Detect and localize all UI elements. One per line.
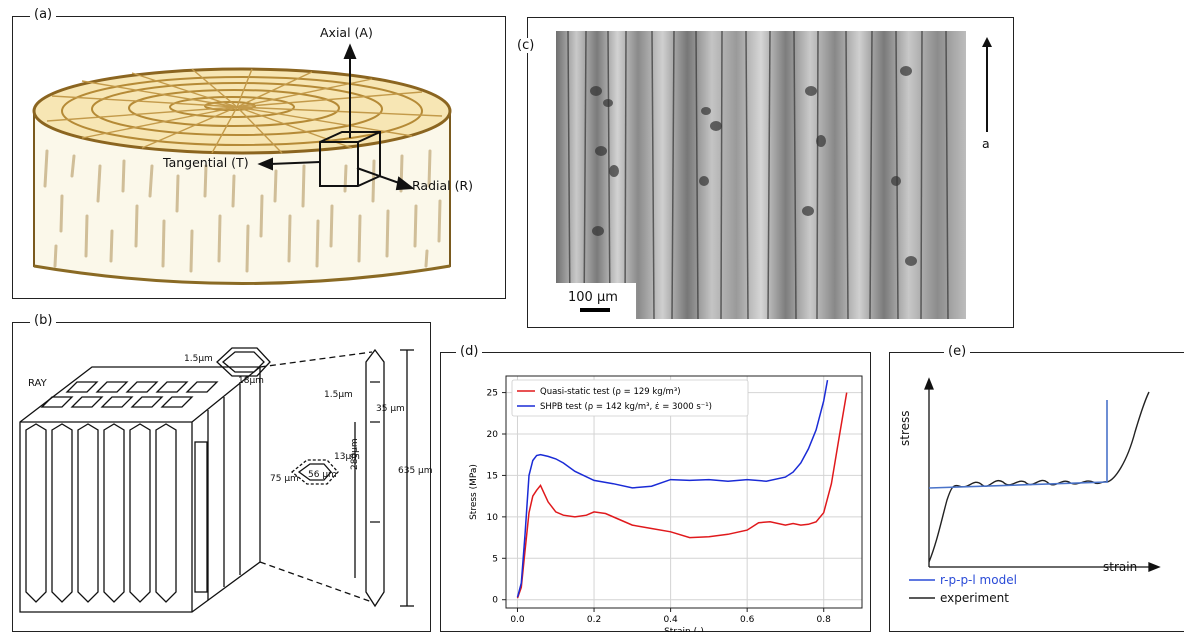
x-tick-label: 0.4 <box>663 615 678 625</box>
y-axis-label: Stress (MPa) <box>469 464 479 520</box>
panel-e-tag: (e) <box>944 344 971 359</box>
dim-280: 280μm <box>350 438 360 470</box>
axis-arrow-a <box>982 37 992 132</box>
dim-56: 56 μm <box>308 470 337 480</box>
plot-frame <box>505 375 863 609</box>
dim-13: 13μm <box>334 452 360 462</box>
legend-label-2: SHPB test (ρ = 142 kg/m³, ε̇ = 3000 s⁻¹) <box>540 402 712 412</box>
rppl-model-diagram <box>909 377 1161 599</box>
dim-18: 18μm <box>238 376 264 386</box>
x-tick-label: 0.8 <box>817 615 832 625</box>
legend-box <box>511 379 749 417</box>
series-line-1 <box>516 392 848 599</box>
axial-label: Axial (A) <box>320 25 373 40</box>
scalebar-label: 100 μm <box>568 290 618 305</box>
axis-a-label: a <box>982 136 990 151</box>
panel-d-tag: (d) <box>456 344 483 359</box>
panel-c <box>527 17 1014 328</box>
y-tick-label: 0 <box>492 596 498 606</box>
legend-experiment: experiment <box>940 591 1009 605</box>
legend-label-1: Quasi-static test (ρ = 129 kg/m³) <box>540 387 681 397</box>
y-tick-label: 20 <box>487 430 499 440</box>
dim-1-5-side: 1.5μm <box>324 390 353 400</box>
y-tick-label: 25 <box>487 389 498 399</box>
x-tick-label: 0.6 <box>740 615 755 625</box>
ray-label: RAY <box>28 378 47 389</box>
y-tick-label: 5 <box>492 554 498 564</box>
panel-b-tag: (b) <box>30 313 57 328</box>
x-tick-label: 0.0 <box>510 615 525 625</box>
panel-a <box>12 16 506 299</box>
legend-model: r-p-p-l model <box>940 573 1017 587</box>
tangential-label: Tangential (T) <box>163 155 249 170</box>
e-xlabel: strain <box>1103 560 1138 574</box>
panel-c-tag: (c) <box>513 38 539 53</box>
x-tick-label: 0.2 <box>587 615 601 625</box>
dim-35: 35 μm <box>376 404 405 414</box>
dim-635: 635 μm <box>398 466 433 476</box>
e-ylabel: stress <box>898 410 912 446</box>
dim-75: 75 μm <box>270 474 299 484</box>
series-line-2 <box>516 379 829 598</box>
y-tick-label: 10 <box>487 513 499 523</box>
dim-1-5-top: 1.5μm <box>184 354 213 364</box>
sem-micrograph <box>556 30 966 320</box>
y-tick-label: 15 <box>487 471 498 481</box>
wood-log-illustration <box>32 43 452 285</box>
radial-label: Radial (R) <box>412 178 474 193</box>
wood-cell-schematic <box>19 347 414 613</box>
panel-a-tag: (a) <box>30 7 57 22</box>
